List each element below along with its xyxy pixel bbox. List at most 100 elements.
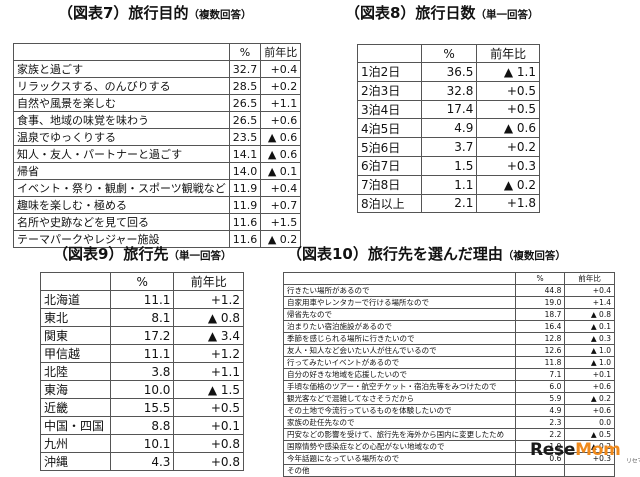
- t8-cell-pct: 3.7: [420, 137, 478, 157]
- t9-cell-pct: 8.8: [109, 416, 175, 435]
- table7: % 前年比 家族と過ごす 32.7 +0.4 リラックスする、のんびりする 28.5 +0…: [13, 43, 302, 248]
- t10-row: 行きたい場所があるので 44.8 +0.4: [283, 284, 615, 297]
- t9-row: 九州 10.1 +0.8: [40, 434, 244, 453]
- t7-cell-item: 自然や風景を楽しむ: [13, 94, 230, 112]
- table8-header-pct: %: [420, 44, 478, 63]
- t9-cell-item: 東北: [40, 308, 111, 327]
- t8-cell-yoy: +0.5: [476, 99, 540, 120]
- table9-title-main: （図表9）旅行先: [53, 245, 169, 263]
- t10-row: 帰省先なので 18.7 ▲ 0.8: [283, 308, 615, 321]
- t8-cell-yoy: +0.3: [476, 155, 540, 176]
- t7-cell-pct: 11.6: [228, 213, 262, 231]
- table7-header-item: [13, 43, 230, 61]
- t7-cell-yoy: ▲ 0.6: [260, 128, 302, 146]
- t10-cell-item: 友人・知人など会いたい人が住んでいるので: [283, 344, 516, 357]
- t9-row: 北陸 3.8 +1.1: [40, 362, 244, 381]
- t10-cell-pct: 19.0: [514, 296, 566, 309]
- t8-cell-item: 8泊以上: [357, 193, 422, 214]
- table9-header-item: [40, 272, 111, 291]
- t8-cell-item: 6泊7日: [357, 155, 422, 176]
- t7-cell-pct: 11.9: [228, 196, 262, 214]
- t8-cell-yoy: ▲ 1.1: [476, 62, 540, 82]
- t10-row: その土地で今流行っているものを体験したいので 4.9 +0.6: [283, 404, 615, 417]
- t8-cell-yoy: +0.2: [476, 137, 540, 157]
- t10-cell-pct: 5.9: [514, 392, 566, 405]
- t7-cell-pct: 28.5: [228, 77, 262, 95]
- t9-cell-yoy: ▲ 0.8: [173, 308, 244, 327]
- t8-cell-pct: 1.1: [420, 174, 478, 195]
- t10-cell-item: 今年話題になっている場所なので: [283, 452, 516, 465]
- t9-cell-yoy: +0.8: [173, 452, 244, 471]
- t8-cell-yoy: ▲ 0.2: [476, 174, 540, 195]
- t9-cell-yoy: +1.1: [173, 362, 244, 381]
- t10-cell-yoy: ▲ 1.0: [564, 344, 615, 357]
- t10-cell-pct: [514, 464, 566, 477]
- t9-cell-pct: 11.1: [109, 344, 175, 363]
- t10-row: 観光客などで混雑してなさそうだから 5.9 ▲ 0.2: [283, 392, 615, 405]
- t8-cell-pct: 2.1: [420, 193, 478, 214]
- table7-title: （図表7）旅行目的（複数回答）: [58, 2, 251, 23]
- t7-row: テーマパークやレジャー施設 11.6 ▲ 0.2: [13, 230, 302, 248]
- t10-row: 家族の赴任先なので 2.3 0.0: [283, 416, 615, 429]
- table8-title: （図表8）旅行日数（単一回答）: [345, 2, 538, 23]
- t9-cell-pct: 10.0: [109, 380, 175, 399]
- t7-cell-item: 知人・友人・パートナーと過ごす: [13, 145, 230, 163]
- t9-row: 近畿 15.5 +0.5: [40, 398, 244, 417]
- t10-cell-yoy: +1.4: [564, 296, 615, 309]
- t9-cell-pct: 3.8: [109, 362, 175, 381]
- t10-cell-pct: 18.7: [514, 308, 566, 321]
- t10-cell-item: その他: [283, 464, 516, 477]
- t9-cell-yoy: ▲ 1.5: [173, 380, 244, 399]
- t10-cell-yoy: ▲ 0.2: [564, 392, 615, 405]
- t9-cell-pct: 4.3: [109, 452, 175, 471]
- t10-cell-yoy: [564, 464, 615, 477]
- t8-row: 1泊2日 36.5 ▲ 1.1: [357, 62, 540, 82]
- table10-header-pct: %: [514, 272, 566, 285]
- table10-title-sub: （複数回答）: [502, 250, 566, 262]
- t10-cell-item: 帰省先なので: [283, 308, 516, 321]
- t10-row: その他: [283, 464, 615, 477]
- t7-cell-yoy: +0.4: [260, 60, 302, 78]
- logo-text-b: Mom: [575, 440, 621, 460]
- table8-header-yoy: 前年比: [476, 44, 540, 63]
- t10-cell-yoy: ▲ 0.5: [564, 428, 615, 441]
- t7-cell-pct: 32.7: [228, 60, 262, 78]
- t8-row: 2泊3日 32.8 +0.5: [357, 80, 540, 101]
- t9-cell-pct: 8.1: [109, 308, 175, 327]
- table7-header-yoy: 前年比: [260, 43, 302, 61]
- t9-cell-yoy: +1.2: [173, 344, 244, 363]
- t10-cell-item: 手頃な価格のツアー・航空チケット・宿泊先等をみつけたので: [283, 380, 516, 393]
- t10-cell-item: 国際情勢や感染症などの心配がない地域なので: [283, 440, 516, 453]
- t9-cell-item: 関東: [40, 326, 111, 345]
- t10-row: 自分の好きな地域を応援したいので 7.1 +0.1: [283, 368, 615, 381]
- table10-header-item: [283, 272, 516, 285]
- t7-row: 食事、地域の味覚を味わう 26.5 +0.6: [13, 111, 302, 129]
- t10-row: 円安などの影響を受けて、旅行先を海外から国内に変更したため 2.2 ▲ 0.5: [283, 428, 615, 441]
- t9-cell-yoy: +1.2: [173, 290, 244, 309]
- table9: % 前年比 北海道 11.1 +1.2 東北 8.1 ▲ 0.8 関東 17.2 ▲ 3.4 甲信…: [40, 272, 244, 471]
- t10-cell-pct: 2.2: [514, 428, 566, 441]
- table9-header-pct: %: [109, 272, 175, 291]
- t9-row: 東北 8.1 ▲ 0.8: [40, 308, 244, 327]
- t10-cell-yoy: ▲ 1.0: [564, 356, 615, 369]
- t7-row: 自然や風景を楽しむ 26.5 +1.1: [13, 94, 302, 112]
- t9-cell-item: 九州: [40, 434, 111, 453]
- t9-row: 関東 17.2 ▲ 3.4: [40, 326, 244, 345]
- t8-cell-item: 3泊4日: [357, 99, 422, 120]
- t10-cell-yoy: +0.1: [564, 368, 615, 381]
- t10-cell-item: 自分の好きな地域を応援したいので: [283, 368, 516, 381]
- t10-cell-pct: 16.4: [514, 320, 566, 333]
- table8-header-item: [357, 44, 422, 63]
- t8-row: 5泊6日 3.7 +0.2: [357, 137, 540, 157]
- t10-cell-pct: 4.9: [514, 404, 566, 417]
- t9-cell-yoy: +0.5: [173, 398, 244, 417]
- t7-row: 家族と過ごす 32.7 +0.4: [13, 60, 302, 78]
- t7-cell-item: テーマパークやレジャー施設: [13, 230, 230, 248]
- t8-cell-item: 2泊3日: [357, 80, 422, 101]
- t10-cell-item: 観光客などで混雑してなさそうだから: [283, 392, 516, 405]
- t9-cell-pct: 10.1: [109, 434, 175, 453]
- table7-title-sub: （複数回答）: [188, 9, 252, 21]
- t10-cell-item: 行ってみたいイベントがあるので: [283, 356, 516, 369]
- t9-cell-item: 北陸: [40, 362, 111, 381]
- t7-cell-yoy: +0.6: [260, 111, 302, 129]
